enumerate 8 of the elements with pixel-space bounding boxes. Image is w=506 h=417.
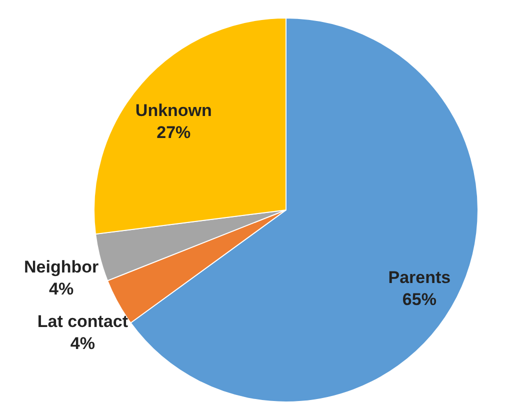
slice-label: Unknown [135,100,212,120]
slice-label: Neighbor [24,258,99,277]
data-label: 4% [70,334,95,353]
data-label: 4% [49,280,74,299]
slice-label: Lat contact [37,312,128,331]
data-label: 27% [156,122,191,142]
slice-label: Parents [388,268,451,287]
data-label: 65% [402,290,436,309]
